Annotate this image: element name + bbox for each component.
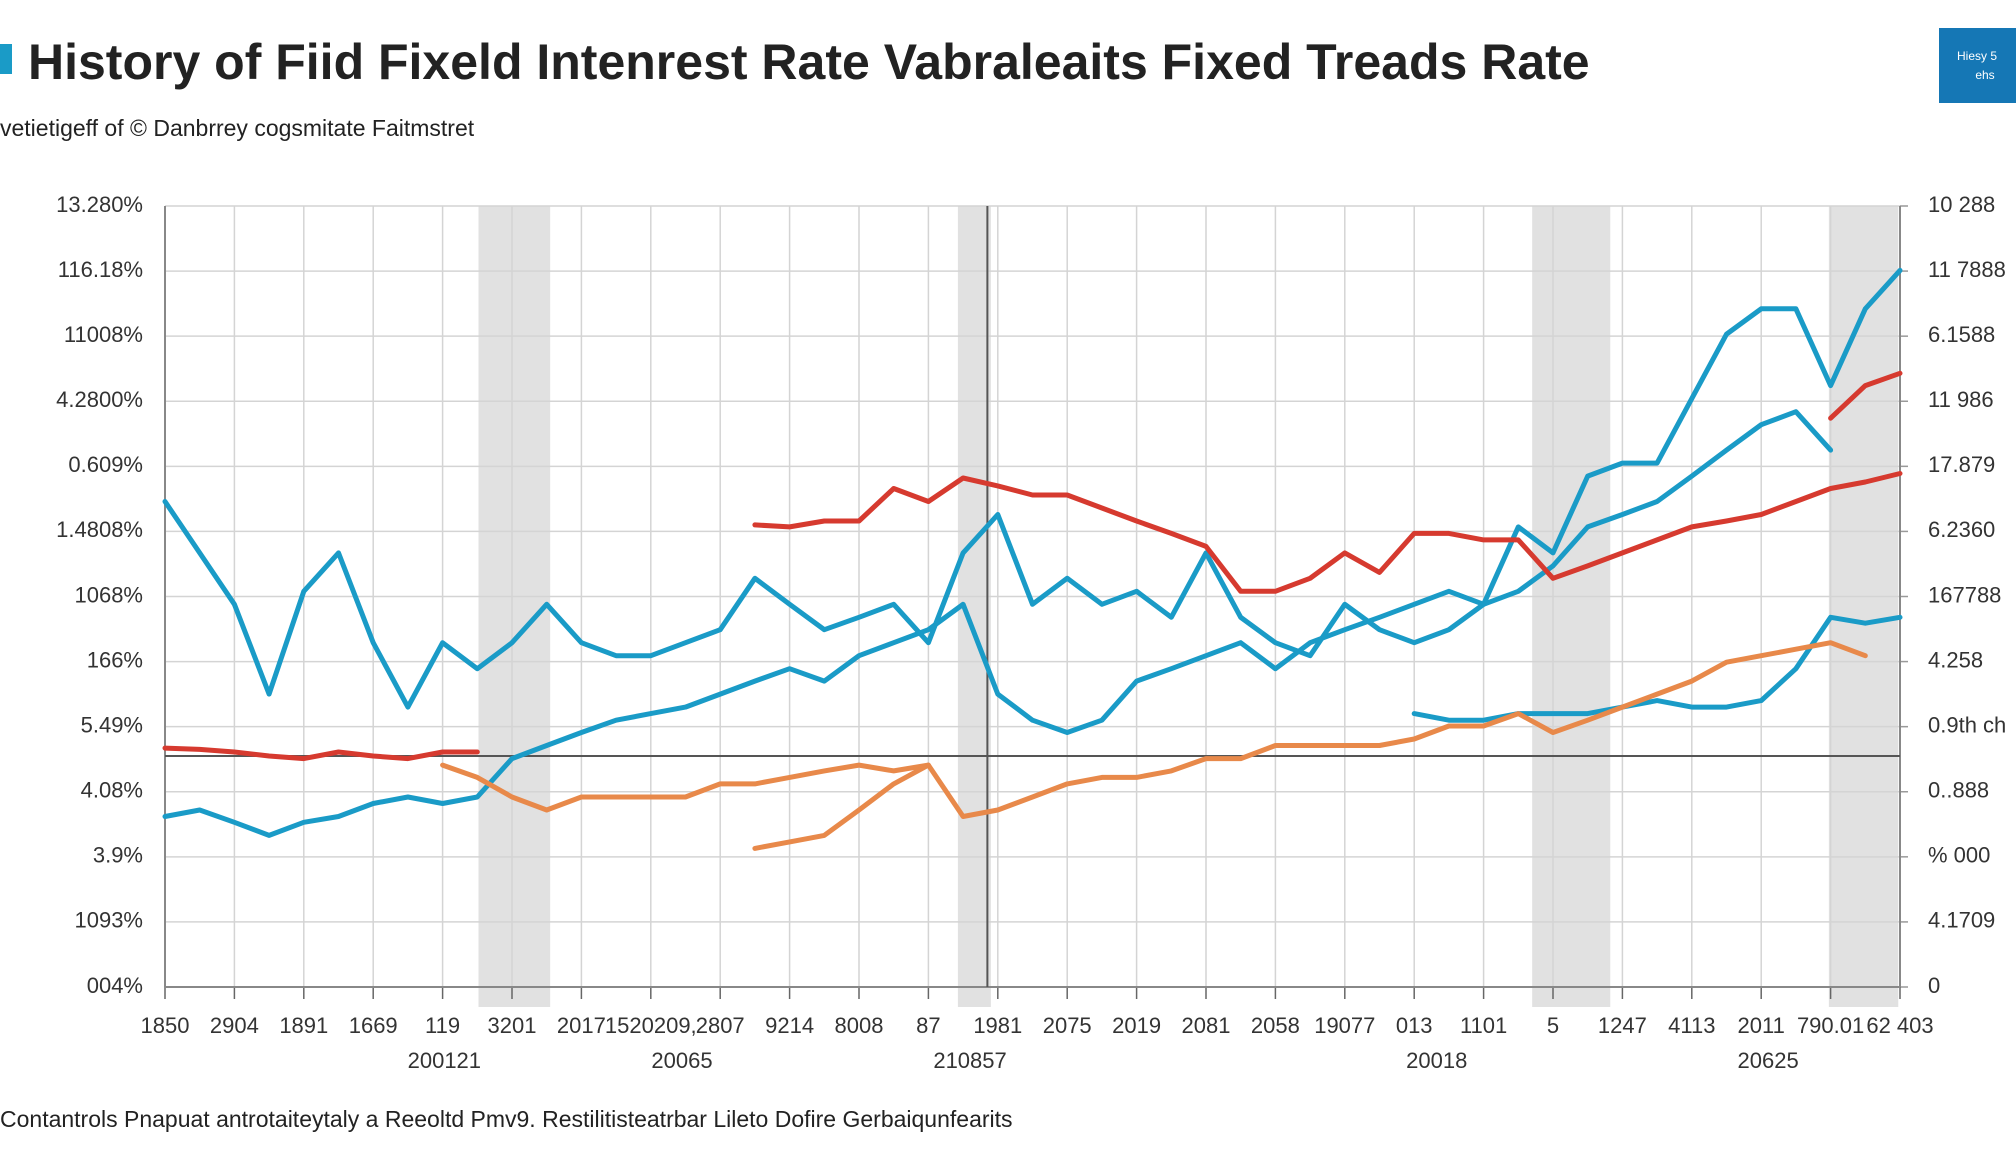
- series-line: [1411, 614, 1903, 723]
- x-sublabel: 210857: [933, 1048, 1006, 1073]
- y2-tick-label: 4.258: [1928, 647, 1983, 672]
- y2-tick-label: 11 7888: [1928, 257, 2006, 282]
- badge-text: ehs: [1975, 68, 1994, 82]
- x-sublabel: 20625: [1738, 1048, 1799, 1073]
- chart-subtitle: vetietigeff of © Danbrrey cogsmitate Fai…: [0, 115, 475, 141]
- shaded-range: [1828, 206, 1899, 1007]
- x-sublabel: 20018: [1406, 1048, 1467, 1073]
- y2-tick-label: 0..888: [1928, 778, 1989, 803]
- x-tick-label: 790.01: [1797, 1013, 1864, 1038]
- x-tick-label: 2011: [1738, 1013, 1785, 1038]
- x-tick-label: 19077: [1314, 1013, 1375, 1038]
- x-tick-label: 2058: [1251, 1013, 1300, 1038]
- y-tick-label: 3.9%: [93, 843, 143, 868]
- x-tick-label: 9214: [765, 1013, 814, 1038]
- x-tick-label: 2904: [210, 1013, 259, 1038]
- series-line: [440, 640, 1868, 819]
- y2-tick-label: 4.1709: [1928, 908, 1995, 933]
- badge: [1939, 28, 2016, 103]
- y-tick-label: 116.18%: [58, 257, 143, 282]
- series-line: [752, 762, 931, 851]
- y2-tick-label: 17.879: [1928, 452, 1995, 477]
- y2-tick-label: 0: [1928, 973, 1940, 998]
- y-tick-label: 4.08%: [81, 778, 143, 803]
- x-tick-label: 87: [916, 1013, 940, 1038]
- y2-tick-label: 6.1588: [1928, 322, 1995, 347]
- y-tick-label: 5.49%: [81, 712, 143, 737]
- y2-tick-label: 6.2360: [1928, 517, 1995, 542]
- x-tick-label: 1850: [141, 1013, 190, 1038]
- x-tick-label: 1247: [1598, 1013, 1647, 1038]
- x-tick-label: 1669: [349, 1013, 398, 1038]
- badge-text: Hiesy 5: [1957, 49, 1997, 63]
- x-tick-label: 2807: [696, 1013, 745, 1038]
- y-tick-label: 1.4808%: [56, 517, 143, 542]
- x-tick-label: 2081: [1182, 1013, 1231, 1038]
- y2-tick-label: 10 288: [1928, 192, 1995, 217]
- y-tick-label: 1093%: [74, 908, 143, 933]
- x-tick-label: 1891: [279, 1013, 328, 1038]
- x-tick-label: 62 403: [1866, 1013, 1933, 1038]
- x-sublabel: 20065: [651, 1048, 712, 1073]
- y2-tick-label: % 000: [1928, 843, 1990, 868]
- chart-title: History of Fiid Fixeld Intenrest Rate Va…: [28, 34, 1590, 90]
- x-tick-label: 013: [1396, 1013, 1433, 1038]
- x-tick-label: 119: [425, 1013, 460, 1038]
- x-tick-label: 5: [1547, 1013, 1559, 1038]
- y2-tick-label: 0.9th ch: [1928, 712, 2006, 737]
- chart-footer: Contantrols Pnapuat antrotaiteytaly a Re…: [0, 1106, 1013, 1132]
- series-line: [162, 267, 1903, 710]
- x-tick-label: 2019: [1112, 1013, 1161, 1038]
- x-sublabel: 200121: [408, 1048, 481, 1073]
- y-tick-label: 0.609%: [68, 452, 143, 477]
- y-tick-label: 11008%: [64, 322, 143, 347]
- x-tick-label: 1981: [973, 1013, 1022, 1038]
- y2-tick-label: 11 986: [1928, 387, 1994, 412]
- y-tick-label: 1068%: [74, 582, 143, 607]
- shaded-range: [478, 206, 551, 1007]
- x-tick-label: 1520209,: [605, 1013, 697, 1038]
- title-accent: [0, 44, 12, 74]
- series-line: [162, 409, 1834, 838]
- y2-tick-label: 167788: [1928, 582, 2001, 607]
- y-tick-label: 13.280%: [56, 192, 143, 217]
- shaded-range: [1532, 206, 1611, 1007]
- x-tick-label: 1101: [1460, 1013, 1507, 1038]
- x-tick-label: 2017: [557, 1013, 606, 1038]
- series-line: [162, 471, 1903, 762]
- x-tick-label: 4113: [1668, 1013, 1715, 1038]
- y-tick-label: 166%: [87, 647, 143, 672]
- x-tick-label: 2075: [1043, 1013, 1092, 1038]
- x-tick-label: 8008: [835, 1013, 884, 1038]
- series-line: [1828, 370, 1903, 421]
- y-tick-label: 4.2800%: [56, 387, 143, 412]
- x-tick-label: 3201: [488, 1013, 537, 1038]
- y-tick-label: 004%: [87, 973, 143, 998]
